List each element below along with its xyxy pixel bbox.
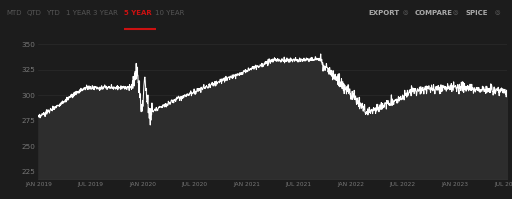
Text: 10 YEAR: 10 YEAR [155,10,184,16]
Text: 3 YEAR: 3 YEAR [93,10,118,16]
Text: ◎: ◎ [402,11,408,16]
Text: 1 YEAR: 1 YEAR [66,10,91,16]
Text: 5 YEAR: 5 YEAR [124,10,152,16]
Text: QTD: QTD [27,10,41,16]
Text: ◎: ◎ [495,11,501,16]
Text: ◎: ◎ [453,11,459,16]
Text: YTD: YTD [46,10,60,16]
Text: SPICE: SPICE [466,10,488,16]
Text: MTD: MTD [6,10,22,16]
Text: COMPARE: COMPARE [415,10,453,16]
Text: EXPORT: EXPORT [369,10,400,16]
